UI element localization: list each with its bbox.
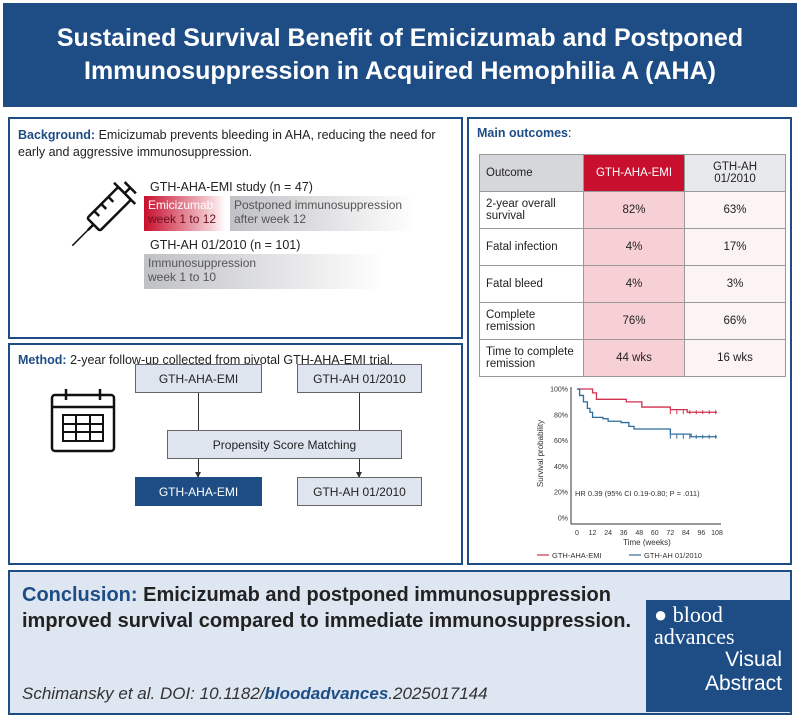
background-text: Background: Emicizumab prevents bleeding… <box>18 128 436 159</box>
box-gth-aha-emi: GTH-AHA-EMI <box>135 364 262 393</box>
x-tick-label: 96 <box>698 530 706 537</box>
conclusion-text: Conclusion: Emicizumab and postponed imm… <box>22 584 632 632</box>
x-tick-label: 48 <box>635 530 643 537</box>
x-tick-label: 0 <box>575 530 579 537</box>
header-title: Sustained Survival Benefit of Emicizumab… <box>0 0 800 110</box>
emicizumab-bar: Emicizumab week 1 to 12 <box>144 196 226 231</box>
immunosuppression-bar: Immunosuppression week 1 to 10 <box>144 254 384 289</box>
y-tick-label: 20% <box>554 490 568 497</box>
outcome-label: Fatal infection <box>479 228 584 266</box>
emi-value: 4% <box>583 228 685 266</box>
header-outcome: Outcome <box>479 154 584 192</box>
ah-value: 66% <box>684 302 786 340</box>
x-tick-label: 24 <box>604 530 612 537</box>
table-row: Fatal infection 4% 17% <box>479 228 786 266</box>
study1-label: GTH-AHA-EMI study (n = 47) <box>150 180 313 194</box>
box-matched-gth-aha-emi: GTH-AHA-EMI <box>135 477 262 506</box>
x-tick-label: 108 <box>711 530 723 537</box>
box-matched-gth-ah: GTH-AH 01/2010 <box>297 477 422 506</box>
table-header: Outcome GTH-AHA-EMI GTH-AH 01/2010 <box>479 154 786 192</box>
y-tick-label: 80% <box>554 412 568 419</box>
calendar-icon <box>50 389 116 453</box>
outcome-label: 2-year overall survival <box>479 191 584 229</box>
hazard-ratio-annotation: HR 0.39 (95% CI 0.19-0.80; P = .011) <box>575 489 700 498</box>
table-row: Time to complete remission 44 wks 16 wks <box>479 339 786 377</box>
emi-value: 76% <box>583 302 685 340</box>
survival-chart: 0 12 24 36 48 60 72 84 96 108 0% 20% 40% 60% 80% 100% Ti… <box>536 387 723 561</box>
emi-value: 4% <box>583 265 685 303</box>
outcome-label: Complete remission <box>479 302 584 340</box>
table-row: Fatal bleed 4% 3% <box>479 265 786 303</box>
ah-value: 3% <box>684 265 786 303</box>
outcome-label: Fatal bleed <box>479 265 584 303</box>
header-ah: GTH-AH 01/2010 <box>684 154 786 192</box>
outcome-label: Time to complete remission <box>479 339 584 377</box>
ah-value: 17% <box>684 228 786 266</box>
method-text: Method: 2-year follow-up collected from … <box>18 353 394 367</box>
y-axis-label: Survival probability <box>536 420 545 487</box>
syringe-icon <box>71 181 137 247</box>
drop-icon: ● <box>654 602 668 627</box>
conclusion-panel: Conclusion: Emicizumab and postponed imm… <box>8 570 792 715</box>
outcomes-title: Main outcomes: <box>477 126 572 140</box>
x-axis-label: Time (weeks) <box>623 538 671 547</box>
x-tick-label: 60 <box>651 530 659 537</box>
y-tick-label: 0% <box>558 516 568 523</box>
y-tick-label: 60% <box>554 438 568 445</box>
table-row: Complete remission 76% 66% <box>479 302 786 340</box>
study2-label: GTH-AH 01/2010 (n = 101) <box>150 238 301 252</box>
ah-value: 63% <box>684 191 786 229</box>
outcomes-panel: Main outcomes: Outcome GTH-AHA-EMI GTH-A… <box>467 117 792 565</box>
ah-value: 16 wks <box>684 339 786 377</box>
header-emi: GTH-AHA-EMI <box>583 154 685 192</box>
citation[interactable]: Schimansky et al. DOI: 10.1182/bloodadva… <box>22 684 488 703</box>
y-tick-label: 40% <box>554 464 568 471</box>
emi-value: 44 wks <box>583 339 685 377</box>
legend-label: GTH-AH 01/2010 <box>644 551 702 560</box>
blood-advances-logo: ● blood advances Visual Abstract <box>646 600 790 712</box>
x-tick-label: 12 <box>589 530 597 537</box>
box-propensity-score-matching: Propensity Score Matching <box>167 430 402 459</box>
table-row: 2-year overall survival 82% 63% <box>479 191 786 229</box>
x-tick-label: 36 <box>620 530 628 537</box>
series-line-0 <box>577 388 717 413</box>
series-line-1 <box>577 388 717 438</box>
background-panel: Background: Emicizumab prevents bleeding… <box>8 117 463 339</box>
postponed-bar: Postponed immunosuppression after week 12 <box>230 196 415 231</box>
outcomes-table: Outcome GTH-AHA-EMI GTH-AH 01/2010 2-yea… <box>479 154 786 377</box>
x-tick-label: 72 <box>666 530 674 537</box>
method-panel: Method: 2-year follow-up collected from … <box>8 343 463 565</box>
legend-label: GTH-AHA-EMI <box>552 551 602 560</box>
emi-value: 82% <box>583 191 685 229</box>
y-tick-label: 100% <box>550 387 568 394</box>
x-tick-label: 84 <box>682 530 690 537</box>
box-gth-ah: GTH-AH 01/2010 <box>297 364 422 393</box>
